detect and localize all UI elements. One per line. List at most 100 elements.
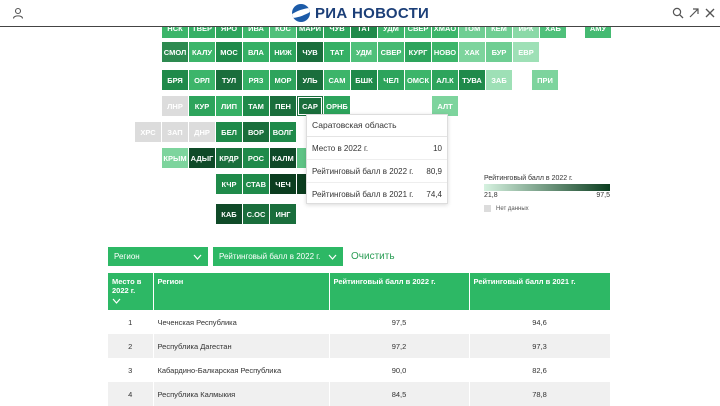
search-icon[interactable] bbox=[670, 5, 686, 21]
region-tile[interactable]: БШК bbox=[351, 70, 377, 90]
region-tile[interactable]: ЛИП bbox=[216, 96, 242, 116]
region-tile[interactable]: ЗАБ bbox=[486, 70, 512, 90]
region-tile[interactable]: ЕВР bbox=[513, 42, 539, 62]
cell-score-2022: 84,5 bbox=[329, 382, 470, 406]
cell-score-2021: 82,6 bbox=[469, 358, 611, 382]
region-tile[interactable]: ДНР bbox=[189, 122, 215, 142]
tooltip-row-label: Рейтинговый балл в 2022 г. bbox=[312, 166, 414, 176]
region-tile[interactable]: СМОЛ bbox=[162, 42, 188, 62]
table-header-row: Место в 2022 г. Регион Рейтинговый балл … bbox=[108, 273, 610, 310]
cell-score-2022: 97,5 bbox=[329, 310, 470, 334]
legend-gradient-bar bbox=[484, 184, 610, 191]
tooltip-row-value: 74,4 bbox=[426, 189, 442, 199]
cell-region: Республика Дагестан bbox=[153, 334, 330, 358]
cell-region: Чеченская Республика bbox=[153, 310, 330, 334]
region-tile[interactable]: САР bbox=[297, 96, 323, 116]
region-tile[interactable]: СВЕР bbox=[378, 42, 404, 62]
cell-score-2021: 78,8 bbox=[469, 382, 611, 406]
table-row[interactable]: 3 Кабардино-Балкарская Республика 90,0 8… bbox=[108, 358, 611, 382]
column-header-rank[interactable]: Место в 2022 г. bbox=[108, 273, 154, 310]
chevron-down-icon bbox=[328, 254, 337, 260]
no-data-swatch bbox=[484, 205, 491, 212]
region-tile[interactable]: ЛНР bbox=[162, 96, 188, 116]
user-icon[interactable] bbox=[10, 5, 26, 21]
region-tile[interactable]: ПРИ bbox=[532, 70, 558, 90]
region-tile[interactable]: ТУЛ bbox=[216, 70, 242, 90]
region-tile[interactable]: КРЫМ bbox=[162, 148, 188, 168]
region-tile[interactable]: ПЕН bbox=[270, 96, 296, 116]
region-tile[interactable]: СТАВ bbox=[243, 174, 269, 194]
top-bar: РИА НОВОСТИ bbox=[0, 0, 720, 27]
column-header-score-2021[interactable]: Рейтинговый балл в 2021 г. bbox=[469, 273, 610, 310]
region-tile[interactable]: БЕЛ bbox=[216, 122, 242, 142]
clear-filters-link[interactable]: Очистить bbox=[351, 251, 395, 262]
column-header-label: Место в 2022 г. bbox=[112, 277, 142, 295]
cell-score-2021: 94,6 bbox=[469, 310, 611, 334]
column-header-score-2022[interactable]: Рейтинговый балл в 2022 г. bbox=[329, 273, 470, 310]
region-tile[interactable]: С.ОС bbox=[243, 204, 269, 224]
region-tile[interactable]: КРДР bbox=[216, 148, 242, 168]
region-tile[interactable]: ОРНБ bbox=[324, 96, 350, 116]
region-tile[interactable]: БРЯ bbox=[162, 70, 188, 90]
region-tile[interactable]: УДМ bbox=[351, 42, 377, 62]
table-row[interactable]: 2 Республика Дагестан 97,2 97,3 bbox=[108, 334, 611, 358]
region-tile[interactable]: ХРС bbox=[135, 122, 161, 142]
region-tile[interactable]: РОС bbox=[243, 148, 269, 168]
close-icon[interactable] bbox=[702, 5, 718, 21]
legend-min: 21,8 bbox=[484, 192, 498, 199]
logo-text: РИА НОВОСТИ bbox=[315, 4, 430, 22]
region-tile[interactable]: ИНГ bbox=[270, 204, 296, 224]
region-tile[interactable]: КУРГ bbox=[405, 42, 431, 62]
region-tile[interactable]: НИЖ bbox=[270, 42, 296, 62]
region-tooltip: Саратовская область Место в 2022 г. 10 Р… bbox=[306, 114, 448, 204]
tooltip-row: Место в 2022 г. 10 bbox=[307, 137, 447, 160]
ria-logo[interactable]: РИА НОВОСТИ bbox=[292, 3, 429, 23]
region-tile[interactable]: МОР bbox=[270, 70, 296, 90]
legend-no-data: Нет данных bbox=[484, 205, 610, 212]
region-tile[interactable]: КУР bbox=[189, 96, 215, 116]
ria-logo-icon bbox=[292, 4, 310, 22]
filter-bar: Регион Рейтинговый балл в 2022 г. Очисти… bbox=[108, 247, 395, 266]
table-row[interactable]: 4 Республика Калмыкия 84,5 78,8 bbox=[108, 382, 611, 406]
region-tile[interactable]: АЛ.К bbox=[432, 70, 458, 90]
region-tile[interactable]: МОС bbox=[216, 42, 242, 62]
cell-rank: 4 bbox=[108, 382, 154, 406]
region-tile[interactable]: ВЛА bbox=[243, 42, 269, 62]
region-tile[interactable]: ТУВА bbox=[459, 70, 485, 90]
region-tile[interactable]: ОМСК bbox=[405, 70, 431, 90]
region-tile[interactable]: ВОЛГ bbox=[270, 122, 296, 142]
column-header-region[interactable]: Регион bbox=[153, 273, 330, 310]
cell-rank: 1 bbox=[108, 310, 154, 334]
region-tile[interactable]: ЧЕЧ bbox=[270, 174, 296, 194]
share-icon[interactable] bbox=[686, 5, 702, 21]
region-tile[interactable]: УЛЬ bbox=[297, 70, 323, 90]
cell-score-2022: 97,2 bbox=[329, 334, 470, 358]
region-tile[interactable]: САМ bbox=[324, 70, 350, 90]
color-legend: Рейтинговый балл в 2022 г. 21,8 97,5 Нет… bbox=[484, 175, 610, 212]
region-tile[interactable]: ЧЕЛ bbox=[378, 70, 404, 90]
region-tile[interactable]: АДЫГ bbox=[189, 148, 215, 168]
tooltip-region-name: Саратовская область bbox=[307, 115, 447, 137]
region-tile[interactable]: ЗАП bbox=[162, 122, 188, 142]
region-tile[interactable]: ЧУВ bbox=[297, 42, 323, 62]
cell-score-2022: 90,0 bbox=[329, 358, 470, 382]
region-tile[interactable]: РЯЗ bbox=[243, 70, 269, 90]
tooltip-row-label: Рейтинговый балл в 2021 г. bbox=[312, 189, 414, 199]
region-tile[interactable]: ОРЛ bbox=[189, 70, 215, 90]
region-tile[interactable]: КАЛМ bbox=[270, 148, 296, 168]
rating-table: Место в 2022 г. Регион Рейтинговый балл … bbox=[108, 273, 611, 406]
region-tile[interactable]: НОВО bbox=[432, 42, 458, 62]
region-tile[interactable]: КАЛУ bbox=[189, 42, 215, 62]
region-tile[interactable]: АЛТ bbox=[432, 96, 458, 116]
region-tile[interactable]: ВОР bbox=[243, 122, 269, 142]
score-filter-dropdown[interactable]: Рейтинговый балл в 2022 г. bbox=[213, 247, 343, 266]
region-tile[interactable]: ХАК bbox=[459, 42, 485, 62]
region-tile[interactable]: ТАТ bbox=[324, 42, 350, 62]
region-filter-dropdown[interactable]: Регион bbox=[108, 247, 208, 266]
region-tile[interactable]: КАБ bbox=[216, 204, 242, 224]
region-tile[interactable]: БУР bbox=[486, 42, 512, 62]
legend-scale: 21,8 97,5 bbox=[484, 192, 610, 199]
region-tile[interactable]: ТАМ bbox=[243, 96, 269, 116]
region-tile[interactable]: КЧР bbox=[216, 174, 242, 194]
table-row[interactable]: 1 Чеченская Республика 97,5 94,6 bbox=[108, 310, 611, 334]
